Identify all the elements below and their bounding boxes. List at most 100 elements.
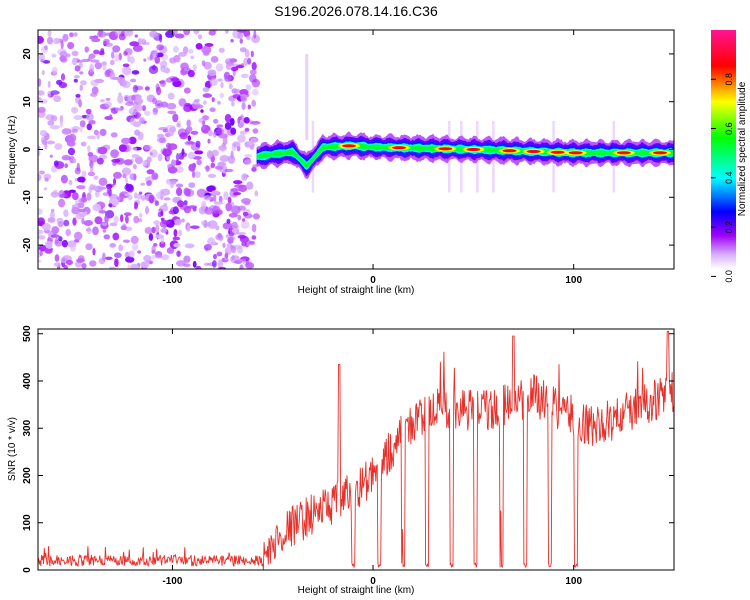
- noise-blob: [176, 123, 181, 128]
- noise-blob: [59, 119, 63, 128]
- noise-blob: [49, 154, 53, 158]
- noise-blob: [192, 260, 197, 268]
- colorbar: 0.0 0.2 0.4 0.6 0.8 Normalized spectral ampl…: [711, 30, 748, 283]
- noise-blob: [162, 148, 172, 157]
- noise-blob: [252, 213, 260, 220]
- noise-blob: [112, 161, 117, 166]
- noise-blob: [71, 57, 78, 66]
- noise-blob: [106, 185, 112, 195]
- noise-blob: [46, 240, 53, 250]
- noise-blob: [240, 220, 250, 229]
- noise-blob: [79, 125, 83, 133]
- noise-blob: [123, 159, 133, 166]
- noise-blob: [245, 84, 251, 91]
- noise-blob: [237, 232, 247, 236]
- snr-frame: [37, 328, 675, 571]
- noise-blob: [233, 192, 242, 196]
- ridge-peak: [392, 146, 407, 150]
- noise-blob: [71, 106, 79, 114]
- heatmap-layer: [38, 30, 674, 269]
- noise-blob: [76, 185, 86, 190]
- noise-blob: [183, 255, 191, 263]
- colorbar-label: Normalized spectral amplitude: [737, 81, 748, 216]
- ridge-peak: [466, 147, 481, 152]
- noise-blob: [195, 171, 201, 179]
- noise-blob: [132, 44, 143, 52]
- noise-blob: [58, 236, 63, 242]
- noise-blob: [128, 136, 137, 145]
- noise-blob: [186, 119, 191, 128]
- noise-blob: [197, 34, 203, 40]
- noise-blob: [225, 202, 232, 212]
- noise-blob: [50, 115, 58, 122]
- noise-blob: [109, 222, 118, 227]
- noise-blob: [47, 80, 51, 88]
- noise-blob: [72, 217, 77, 226]
- noise-blob: [183, 104, 193, 112]
- noise-blob: [216, 127, 225, 135]
- snr-x-ticks: -100 0 100: [162, 329, 582, 587]
- noise-blob: [114, 258, 119, 267]
- noise-blob: [79, 120, 86, 128]
- snr-series-line: [38, 330, 674, 570]
- x-tick-label: -100: [162, 275, 182, 286]
- noise-blob: [42, 224, 49, 228]
- noise-blob: [71, 50, 79, 57]
- noise-blob: [79, 84, 84, 92]
- noise-blob: [77, 255, 85, 262]
- noise-blob: [209, 78, 218, 86]
- noise-blob: [151, 255, 156, 260]
- noise-blob: [173, 45, 179, 53]
- noise-blob: [47, 90, 52, 98]
- noise-blob: [38, 259, 42, 263]
- noise-blob: [117, 196, 121, 202]
- noise-blob: [176, 250, 181, 257]
- noise-blob: [203, 61, 212, 70]
- noise-blob: [142, 105, 146, 112]
- ridge-peak: [502, 149, 517, 153]
- noise-blob: [251, 61, 257, 71]
- noise-blob: [38, 145, 41, 150]
- colorbar-tick-label: 0.8: [724, 73, 734, 86]
- noise-blob: [251, 223, 257, 233]
- noise-blob: [64, 163, 69, 169]
- noise-blob: [39, 129, 48, 137]
- noise-blob: [220, 81, 224, 89]
- noise-blob: [123, 67, 132, 76]
- noise-blob: [186, 224, 191, 232]
- snr-y-label: SNR (10 * v/v): [7, 417, 18, 481]
- noise-blob: [247, 57, 252, 65]
- noise-blob: [109, 71, 116, 80]
- colorbar-tick-label: 0.6: [724, 122, 734, 135]
- noise-blob: [173, 243, 181, 248]
- noise-blob: [192, 156, 202, 160]
- spectrogram-x-label: Height of straight line (km): [298, 285, 415, 296]
- noise-blob: [244, 154, 253, 158]
- noise-blob: [59, 193, 68, 198]
- noise-blob: [89, 260, 97, 267]
- noise-blob: [78, 99, 82, 108]
- noise-blob: [239, 130, 247, 135]
- noise-blob: [145, 206, 149, 215]
- noise-blob: [51, 208, 55, 213]
- noise-blob: [132, 84, 139, 93]
- noise-blob: [203, 244, 212, 251]
- noise-blob: [154, 48, 158, 57]
- noise-blob: [217, 232, 222, 239]
- noise-blob: [129, 56, 135, 64]
- y-tick-label: 500: [22, 325, 33, 342]
- noise-blob: [97, 146, 108, 155]
- snr-y-ticks: 0 100 200 300 400 500: [22, 325, 674, 573]
- noise-blob: [167, 92, 175, 100]
- noise-blob: [103, 234, 111, 240]
- noise-blob: [81, 217, 85, 225]
- noise-blob: [129, 41, 140, 47]
- noise-blob: [134, 192, 138, 199]
- noise-blob: [213, 118, 219, 124]
- noise-blob: [65, 259, 73, 266]
- noise-blob: [163, 202, 168, 207]
- noise-blob: [87, 145, 91, 153]
- noise-blob: [96, 186, 107, 190]
- noise-blob: [59, 55, 67, 62]
- noise-blob: [159, 101, 169, 108]
